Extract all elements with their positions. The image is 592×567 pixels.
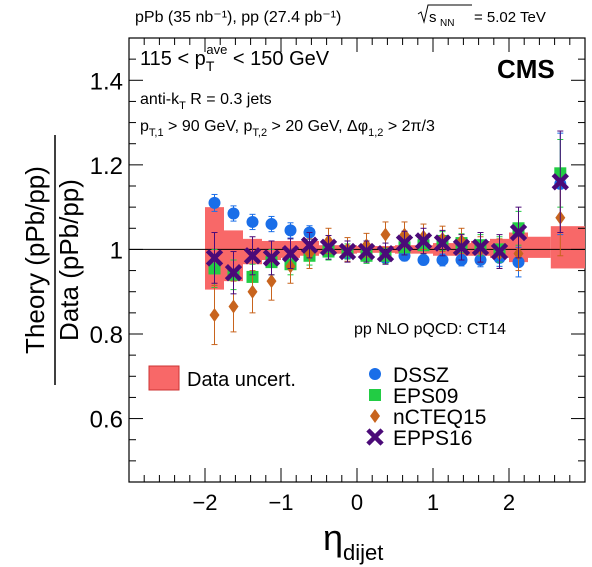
y-axis-title-numerator: Theory (pPb/pp) [20,166,50,354]
data-point [509,223,528,242]
legend-marker [369,368,381,380]
kinematic-range: 115 < pTave < 150 GeV [140,42,330,74]
theory-note: pp NLO pQCD: CT14 [354,321,506,338]
y-tick-label: 1.4 [90,68,123,95]
legend-label: EPS09 [393,385,458,408]
energy-sqrt: s [429,9,437,26]
data-point [300,236,319,254]
legend-marker [369,389,381,401]
data-point [551,173,569,191]
data-point [227,207,240,220]
data-point [284,224,297,237]
sqrt-symbol [417,4,472,24]
data-point [208,196,221,209]
series [205,130,569,346]
data-point [414,232,433,250]
legend-label: nCTEQ15 [393,406,486,429]
data-point [246,215,259,228]
uncertainty-legend: Data uncert. [148,365,296,391]
luminosity-label: pPb (35 nb⁻¹), pp (27.4 pb⁻¹) [135,9,341,26]
uncertainty-band [205,207,585,290]
energy-sub: NN [440,18,454,29]
legend-marker [366,428,384,446]
data-point [205,249,224,267]
data-point [417,254,430,266]
data-point [247,284,258,299]
data-point [209,307,220,322]
x-axis-title: ηdijet [323,517,383,565]
series-eps09 [208,138,567,291]
x-tick-label: 1 [427,490,439,515]
energy-label: s NN = 5.02 TeV [417,4,546,29]
data-point [471,238,490,256]
y-tick-label: 0.6 [90,407,123,434]
legend-marker [370,409,380,423]
series-epps16 [205,130,569,295]
axes: −2 −1 0 1 2 0.6 0.8 1 1.2 1.4 [90,38,585,515]
x-tick-label: 0 [351,490,363,515]
jet-algorithm: anti-kT R = 0.3 jets [140,91,272,112]
uncertainty-legend-swatch [148,365,180,391]
legend-item-dssz: DSSZ [369,364,449,387]
y-axis-title-denominator: Data (pPb/pp) [54,179,84,341]
data-point [380,227,391,242]
y-tick-label: 1.2 [90,153,123,180]
data-point [243,247,262,265]
y-axis-title: Theory (pPb/pp) Data (pPb/pp) [20,135,84,385]
y-tick-label: 0.8 [90,322,123,349]
data-point [452,238,471,256]
selection-cuts: pT,1 > 90 GeV, pT,2 > 20 GeV, Δφ1,2 > 2π… [140,118,435,139]
data-point [338,242,357,261]
x-tick-label: 2 [503,490,515,515]
data-point [281,244,300,263]
x-tick-label: −2 [192,490,217,515]
data-point [319,238,338,256]
data-point [433,234,452,252]
data-point [262,249,281,267]
y-tick-label: 1 [110,237,123,264]
legend-label: EPPS16 [393,427,472,450]
data-point [490,242,509,261]
data-point [395,234,414,252]
data-point [357,242,376,261]
data-point [224,264,243,282]
uncertainty-legend-label: Data uncert. [187,369,296,391]
legend-item-epps16: EPPS16 [366,427,472,450]
data-point [376,244,395,263]
experiment-label: CMS [497,54,555,84]
uncertainty-box [550,226,585,269]
data-point [266,274,277,289]
uncertainty-box [528,236,551,258]
data-point [265,218,278,231]
energy-value: = 5.02 TeV [474,9,546,26]
data-point [436,254,449,266]
legend-label: DSSZ [393,364,449,387]
x-tick-label: −1 [268,490,293,515]
legend-item-ncteq15: nCTEQ15 [370,406,486,429]
legend-item-eps09: EPS09 [369,385,458,408]
data-point [228,299,239,314]
